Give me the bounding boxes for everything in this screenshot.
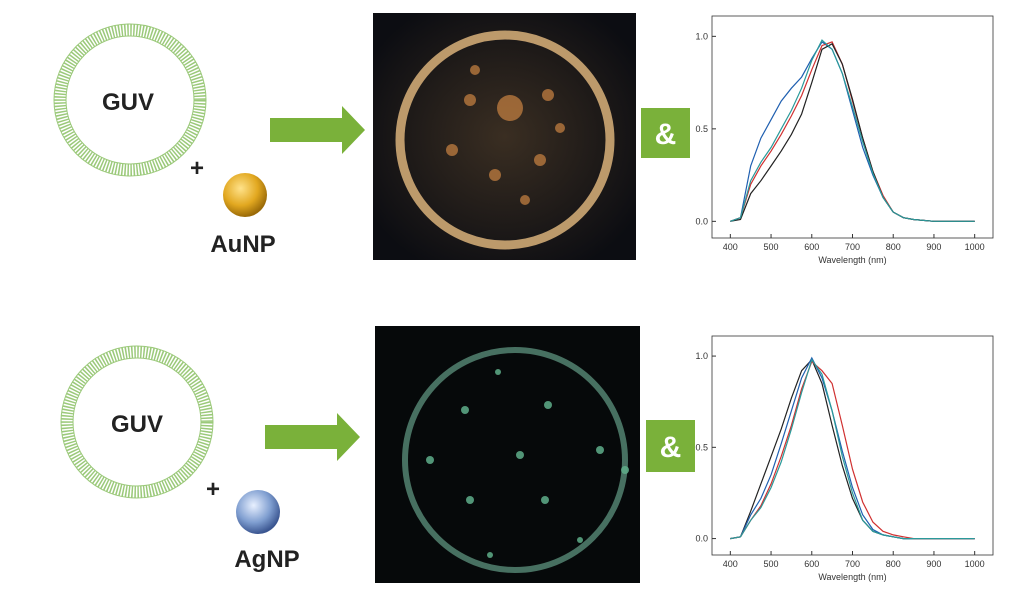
connector: & <box>660 431 682 464</box>
spectrum-line <box>730 41 975 222</box>
spectrum-line <box>730 358 975 540</box>
y-tick-label: 0.5 <box>695 124 708 134</box>
vesicle-label: GUV <box>102 89 154 116</box>
spectrum-line <box>730 356 975 540</box>
x-tick-label: 700 <box>845 242 860 252</box>
particles-image <box>426 369 629 558</box>
x-tick-label: 900 <box>926 242 941 252</box>
arrow <box>265 413 360 461</box>
particles-image <box>446 65 565 205</box>
vesicle-outline <box>60 345 214 499</box>
arrow <box>270 106 365 154</box>
particle-label: AgNP <box>234 546 299 573</box>
connector-box <box>641 108 690 158</box>
micrograph <box>373 13 636 260</box>
spectrum-line <box>730 358 975 540</box>
y-tick-label: 0.0 <box>695 534 708 544</box>
vesicle-label: GUV <box>111 411 163 438</box>
vesicle-outline <box>72 357 202 487</box>
x-tick-label: 600 <box>804 242 819 252</box>
y-tick-label: 1.0 <box>695 351 708 361</box>
x-tick-label: 400 <box>723 559 738 569</box>
x-axis-label: Wavelength (nm) <box>818 255 886 265</box>
plot-frame <box>711 15 994 239</box>
x-axis-label: Wavelength (nm) <box>818 572 886 582</box>
spectrum-line <box>730 41 975 222</box>
x-tick-label: 500 <box>764 559 779 569</box>
x-tick-label: 400 <box>723 242 738 252</box>
x-tick-label: 900 <box>926 559 941 569</box>
silver-nanoparticle <box>236 490 280 534</box>
vesicle-outline <box>53 23 207 177</box>
vesicle <box>61 346 213 498</box>
micrograph <box>375 326 640 583</box>
vesicle <box>54 24 206 176</box>
vesicle-outline <box>65 35 195 165</box>
plus: + <box>190 155 204 182</box>
row-ag: GUV + AgNP & <box>60 326 695 583</box>
y-tick-label: 0.0 <box>695 216 708 226</box>
spectrum-line <box>730 360 975 540</box>
particle-label: AuNP <box>210 231 275 258</box>
vesicle-image <box>395 30 615 250</box>
plot-frame <box>711 335 994 556</box>
x-tick-label: 800 <box>886 559 901 569</box>
x-tick-label: 600 <box>804 559 819 569</box>
connector-box <box>646 420 695 472</box>
row-au: GUV + AuNP & <box>53 13 690 260</box>
connector: & <box>655 118 677 151</box>
vesicle-image <box>402 347 628 573</box>
y-tick-label: 0.5 <box>695 442 708 452</box>
plus: + <box>206 476 220 503</box>
x-tick-label: 1000 <box>965 559 985 569</box>
spectrum-line <box>730 42 975 222</box>
spectrum-line <box>730 39 975 222</box>
x-tick-label: 800 <box>886 242 901 252</box>
gold-nanoparticle <box>223 173 267 217</box>
y-tick-label: 1.0 <box>695 31 708 41</box>
x-tick-label: 1000 <box>965 242 985 252</box>
x-tick-label: 700 <box>845 559 860 569</box>
x-tick-label: 500 <box>764 242 779 252</box>
